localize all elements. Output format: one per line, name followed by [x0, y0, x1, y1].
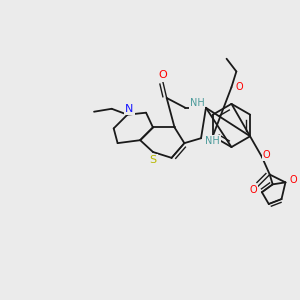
Text: O: O: [236, 82, 243, 92]
Text: NH: NH: [190, 98, 205, 108]
Text: O: O: [263, 150, 271, 160]
Text: O: O: [249, 185, 257, 195]
Text: O: O: [158, 70, 167, 80]
Text: S: S: [149, 155, 157, 165]
Text: O: O: [290, 176, 297, 185]
Text: NH: NH: [206, 136, 220, 146]
Text: N: N: [125, 104, 134, 114]
